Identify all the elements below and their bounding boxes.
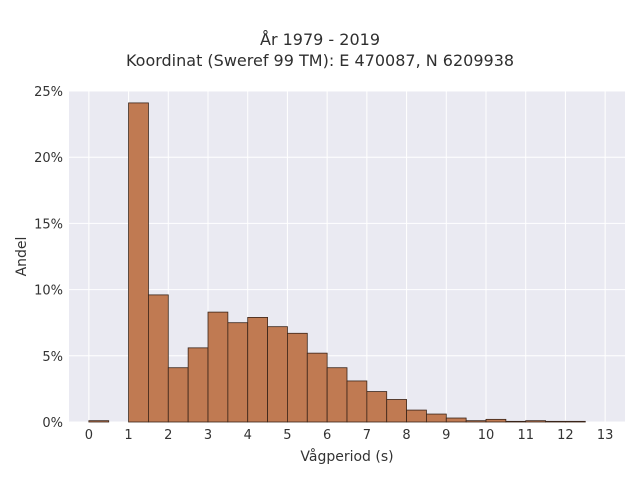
x-axis-label: Vågperiod (s)	[300, 448, 393, 465]
x-tick-label: 12	[557, 428, 574, 443]
histogram-bar	[445, 417, 467, 423]
y-tick-label: 5%	[42, 350, 63, 365]
x-tick-label: 1	[124, 428, 132, 443]
y-tick-label: 0%	[42, 416, 63, 431]
histogram-bar	[465, 420, 487, 423]
x-tick-label: 3	[204, 428, 212, 443]
histogram-bar	[88, 420, 110, 423]
x-tick-label: 8	[402, 428, 410, 443]
histogram-bar	[267, 326, 288, 423]
x-tick-label: 2	[164, 428, 172, 443]
histogram-bar	[247, 317, 268, 423]
histogram-bar	[326, 367, 348, 423]
x-tick-label: 9	[442, 428, 450, 443]
histogram-bars	[88, 102, 586, 423]
y-tick-label: 25%	[34, 85, 63, 100]
x-tick-label: 10	[478, 428, 495, 443]
x-tick-label: 13	[597, 428, 614, 443]
chart-title-line-2: Koordinat (Sweref 99 TM): E 470087, N 62…	[125, 51, 515, 70]
histogram-bar	[306, 352, 328, 423]
histogram-bar	[545, 420, 566, 423]
y-axis-ticks: 0% 5% 10% 15% 20% 25%	[34, 85, 63, 431]
x-tick-label: 4	[244, 428, 252, 443]
histogram-bar	[565, 420, 586, 423]
y-axis-label: Andel	[14, 237, 30, 277]
histogram-bar	[525, 420, 546, 423]
y-tick-label: 15%	[34, 217, 63, 232]
histogram-bar	[366, 391, 388, 423]
histogram-bar	[287, 332, 308, 423]
x-tick-label: 6	[323, 428, 331, 443]
x-axis-ticks: 0 1 2 3 4 5 6 7 8 9 10 11 12 13	[85, 428, 614, 443]
histogram-bar	[406, 409, 427, 423]
histogram-bar	[426, 413, 447, 423]
x-tick-label: 7	[363, 428, 371, 443]
histogram-bar	[485, 418, 507, 423]
x-tick-label: 11	[517, 428, 534, 443]
histogram-bar	[128, 102, 149, 423]
chart-title-line-1: År 1979 - 2019	[260, 30, 380, 49]
histogram-bar	[505, 420, 527, 423]
x-tick-label: 5	[283, 428, 291, 443]
histogram-bar	[148, 294, 169, 423]
histogram-bar	[227, 322, 249, 423]
histogram-bar	[346, 380, 368, 423]
histogram-bar	[187, 347, 209, 423]
histogram-bar	[386, 399, 407, 423]
histogram-bar	[167, 367, 189, 423]
x-tick-label: 0	[85, 428, 93, 443]
histogram-bar	[207, 311, 229, 423]
y-tick-label: 20%	[34, 151, 63, 166]
y-tick-label: 10%	[34, 284, 63, 299]
